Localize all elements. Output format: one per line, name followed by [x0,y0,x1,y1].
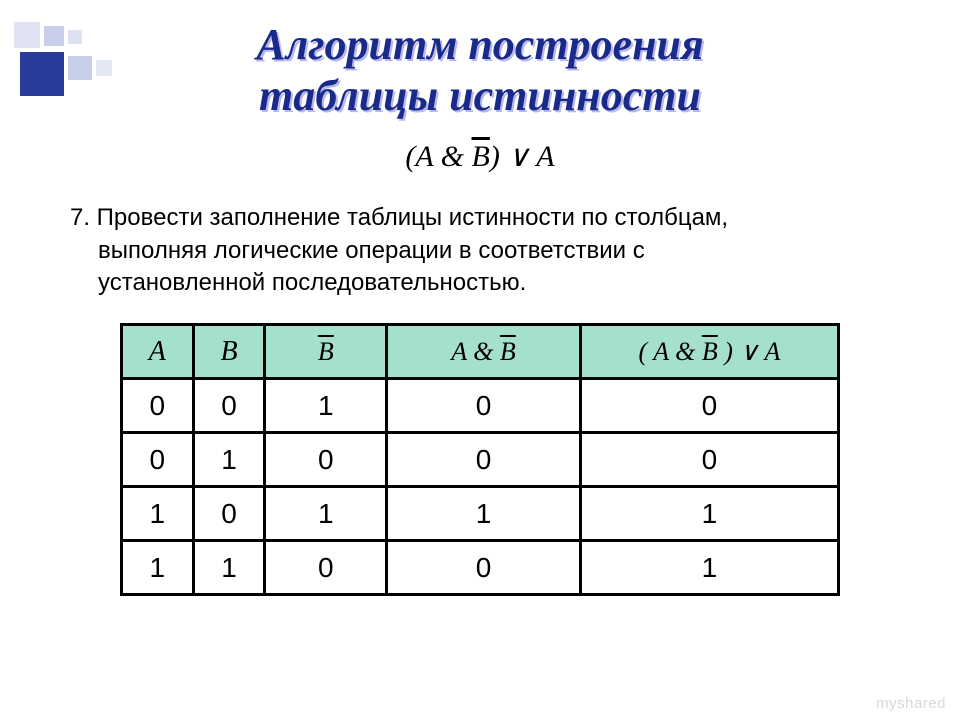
main-formula: (A & B) ∨ A [0,139,960,174]
table-cell: 0 [580,379,838,433]
col-header-notB: B [265,325,387,379]
table-cell: 0 [387,541,581,595]
table-row: 00100 [122,379,839,433]
watermark: myshared [876,695,946,712]
table-cell: 0 [122,379,194,433]
table-cell: 1 [193,541,265,595]
col-header-result: ( A & B ) ∨ A [580,325,838,379]
formula-pre: (A & [405,140,471,173]
table-cell: 1 [265,379,387,433]
table-cell: 1 [122,487,194,541]
col-header-A: A [122,325,194,379]
table-cell: 0 [580,433,838,487]
table-cell: 1 [193,433,265,487]
formula-post: ) ∨ A [490,140,555,173]
table-cell: 0 [265,433,387,487]
truth-table-container: ABBA & B( A & B ) ∨ A 001000100010111110… [120,323,840,596]
table-cell: 0 [387,379,581,433]
table-cell: 1 [387,487,581,541]
table-cell: 0 [193,487,265,541]
table-cell: 1 [580,487,838,541]
title-line2: таблицы истинности [259,71,701,120]
table-cell: 0 [122,433,194,487]
body-line2: выполняя логические операции в соответст… [70,235,900,267]
col-header-B: B [193,325,265,379]
body-line3: установленной последовательностью. [70,267,900,299]
table-header-row: ABBA & B( A & B ) ∨ A [122,325,839,379]
table-row: 11001 [122,541,839,595]
truth-table: ABBA & B( A & B ) ∨ A 001000100010111110… [120,323,840,596]
table-row: 10111 [122,487,839,541]
col-header-AandNotB: A & B [387,325,581,379]
formula-notB: B [472,140,490,173]
table-row: 01000 [122,433,839,487]
table-cell: 1 [580,541,838,595]
table-cell: 0 [193,379,265,433]
body-line1: 7. Провести заполнение таблицы истинност… [70,204,728,231]
title-line1: Алгоритм построения [256,20,703,69]
table-cell: 1 [265,487,387,541]
instruction-text: 7. Провести заполнение таблицы истинност… [70,202,900,299]
table-cell: 1 [122,541,194,595]
table-cell: 0 [387,433,581,487]
table-cell: 0 [265,541,387,595]
